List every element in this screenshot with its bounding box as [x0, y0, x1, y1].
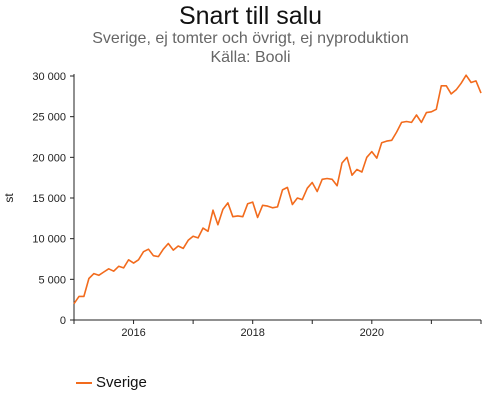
- x-tick-label: 2016: [121, 327, 145, 339]
- y-tick-label: 10 000: [32, 234, 66, 246]
- y-axis-label: st: [2, 193, 16, 203]
- x-tick-label: 2018: [240, 327, 264, 339]
- series-group: [73, 74, 482, 305]
- y-tick-label: 5 000: [38, 274, 66, 286]
- legend-swatch: [76, 381, 92, 384]
- legend: Sverige: [76, 374, 147, 391]
- y-tick-label: 30 000: [32, 71, 66, 83]
- y-tick-label: 0: [60, 315, 66, 327]
- x-tick-label: 2020: [360, 327, 384, 339]
- x-axis-ticks: 2016 2018 2020: [73, 320, 482, 339]
- chart-source: Källa: Booli: [210, 49, 291, 66]
- y-tick-label: 20 000: [32, 152, 66, 164]
- chart-title: Snart till salu: [178, 2, 323, 30]
- chart-axes: [73, 74, 481, 321]
- y-tick-label: 15 000: [32, 193, 66, 205]
- chart-subtitle: Sverige, ej tomter och övrigt, ej nyprod…: [92, 30, 409, 47]
- legend-label-sverige: Sverige: [96, 374, 147, 391]
- y-tick-label: 25 000: [32, 112, 66, 124]
- series-line-sverige: [73, 74, 482, 305]
- y-axis-ticks: 0 5 000 10 000 15 000 20 000 25 000 30 000: [32, 71, 74, 327]
